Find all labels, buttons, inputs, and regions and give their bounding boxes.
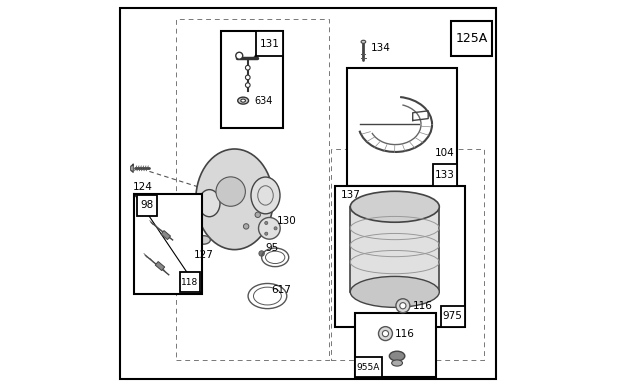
Bar (180, 272, 200, 292)
Circle shape (236, 52, 243, 59)
Circle shape (216, 177, 246, 206)
Ellipse shape (199, 190, 220, 217)
Text: 125A: 125A (456, 32, 488, 45)
Text: 617: 617 (272, 285, 291, 295)
Ellipse shape (392, 360, 402, 366)
Text: 137: 137 (341, 190, 361, 200)
Circle shape (265, 232, 268, 235)
Bar (331, 149, 484, 360)
Text: 955A: 955A (356, 363, 380, 372)
Ellipse shape (350, 276, 440, 307)
Bar (347, 68, 457, 186)
Bar (355, 357, 383, 377)
Ellipse shape (241, 99, 246, 102)
Text: 116: 116 (412, 301, 432, 311)
Bar (221, 31, 283, 128)
Text: 98: 98 (140, 200, 153, 211)
Bar (350, 207, 440, 292)
Ellipse shape (361, 40, 366, 43)
Circle shape (378, 327, 392, 341)
Circle shape (396, 299, 410, 313)
Text: 634: 634 (255, 96, 273, 106)
Text: 116: 116 (395, 329, 415, 339)
Text: 134: 134 (370, 43, 390, 53)
Bar (177, 19, 329, 360)
Bar (435, 144, 455, 163)
Ellipse shape (197, 236, 210, 244)
Bar (136, 195, 157, 216)
Circle shape (265, 221, 268, 224)
Circle shape (246, 65, 250, 70)
Ellipse shape (196, 149, 273, 250)
Bar (256, 31, 283, 56)
Circle shape (246, 75, 250, 80)
Text: 975: 975 (443, 312, 463, 321)
Ellipse shape (389, 351, 405, 361)
Text: 104: 104 (435, 148, 455, 158)
Bar (335, 186, 465, 327)
Circle shape (259, 217, 280, 239)
Text: 133: 133 (435, 170, 455, 180)
Bar (155, 262, 165, 271)
Bar (433, 164, 457, 186)
Text: ReplacementParts.com: ReplacementParts.com (190, 186, 368, 201)
Text: 124: 124 (133, 182, 153, 192)
Bar (355, 313, 436, 377)
Bar (441, 306, 465, 327)
Ellipse shape (237, 97, 249, 104)
Circle shape (246, 83, 250, 87)
Bar (134, 194, 202, 294)
Circle shape (274, 227, 277, 230)
Circle shape (383, 330, 389, 337)
Circle shape (259, 251, 264, 256)
Circle shape (255, 212, 260, 217)
Text: 130: 130 (277, 216, 297, 226)
Circle shape (400, 303, 406, 309)
Ellipse shape (350, 191, 440, 222)
Circle shape (244, 224, 249, 229)
Text: 95: 95 (265, 243, 279, 253)
Text: 131: 131 (259, 39, 279, 48)
Bar (451, 21, 492, 56)
Text: 118: 118 (181, 277, 198, 287)
Text: 127: 127 (193, 250, 213, 260)
Ellipse shape (251, 177, 280, 214)
Bar (161, 231, 171, 240)
